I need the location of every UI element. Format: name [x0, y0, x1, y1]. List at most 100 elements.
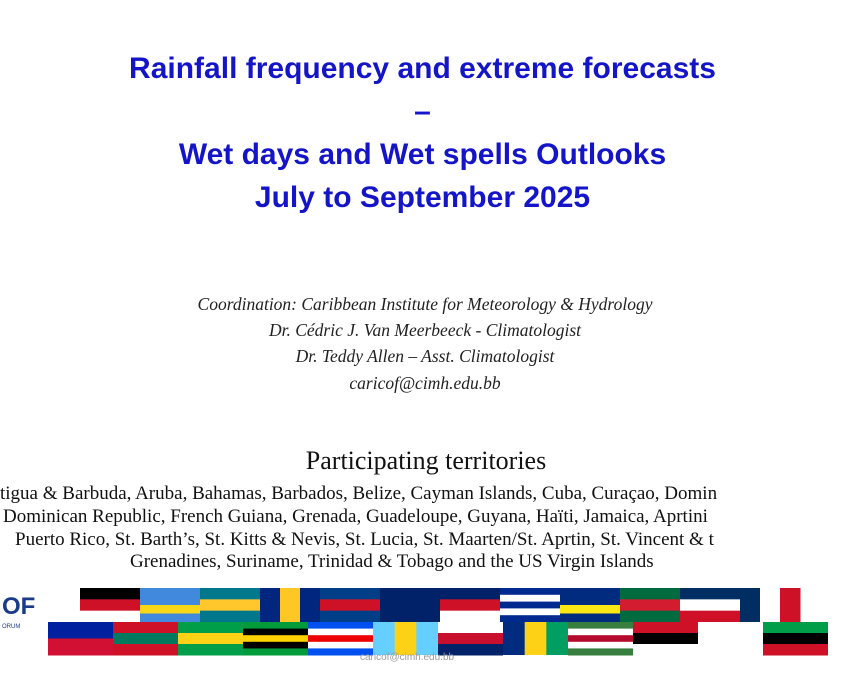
flag: [260, 588, 321, 622]
flag-stripe: [80, 599, 140, 612]
flag-stripe: [320, 599, 380, 612]
flag: [500, 588, 560, 623]
flag-stripe: [568, 635, 633, 643]
flag-stripe: [113, 633, 178, 645]
coordination-line: caricof@cimh.edu.bb: [349, 373, 501, 393]
flag: [680, 588, 740, 623]
flag-stripe: [140, 613, 200, 623]
flag-row: [80, 588, 801, 623]
flag-stripe: [698, 638, 763, 656]
flag-stripe: [740, 588, 761, 622]
flag-stripe: [763, 633, 828, 645]
flag-stripe: [178, 644, 243, 656]
flag-stripe: [320, 610, 380, 623]
flag-stripe: [200, 588, 260, 600]
flag-stripe: [438, 644, 503, 656]
flag-stripe: [260, 588, 281, 622]
coordination-line: Coordination: Caribbean Institute for Me…: [197, 294, 653, 314]
flag-stripe: [243, 635, 308, 643]
flag-stripe: [698, 622, 763, 639]
flag: [763, 622, 828, 656]
flag-stripe: [308, 635, 373, 643]
flag-stripe: [113, 622, 178, 634]
flag-stripe: [80, 588, 140, 600]
flag-stripe: [308, 648, 373, 656]
flag-stripe: [178, 622, 243, 634]
flag-stripe: [500, 588, 560, 596]
territories-line: Dominican Republic, French Guiana, Grena…: [3, 506, 708, 527]
flag-stripe: [633, 644, 698, 656]
flag-stripe: [140, 605, 200, 614]
flag-stripe: [568, 622, 633, 630]
flag-stripe: [280, 588, 301, 622]
flag-stripe: [440, 599, 500, 612]
flag-stripe: [440, 610, 500, 623]
flag-stripe: [568, 648, 633, 656]
title-line: July to September 2025: [254, 181, 591, 214]
flag-stripe: [243, 641, 308, 649]
flag: [503, 622, 569, 655]
flag: [140, 588, 200, 623]
flag-stripe: [500, 608, 560, 616]
flag: [320, 588, 380, 623]
territories-line: Grenadines, Suriname, Trinidad & Tobago …: [130, 551, 654, 572]
flag-stripe: [308, 622, 373, 630]
title-line: Rainfall frequency and extreme forecasts: [129, 52, 716, 85]
flag-stripe: [438, 633, 503, 645]
flag: [373, 622, 439, 655]
flag-stripe: [680, 599, 740, 612]
flag-stripe: [620, 588, 680, 600]
flag-stripe: [48, 638, 113, 656]
title-line: Wet days and Wet spells Outlooks: [178, 138, 667, 171]
flag: [633, 622, 698, 656]
flag-stripe: [380, 588, 440, 606]
flag-stripe: [373, 622, 396, 655]
flag-stripe: [763, 622, 828, 634]
flag-stripe: [300, 588, 321, 622]
flag-stripe: [500, 594, 560, 603]
flag-stripe: [568, 641, 633, 649]
flag-stripe: [200, 599, 260, 612]
flag-stripe: [568, 628, 633, 636]
flag-stripe: [200, 610, 260, 623]
flag: [113, 622, 178, 656]
flag-stripe: [546, 622, 569, 655]
flag: [620, 588, 680, 623]
flag-stripe: [500, 601, 560, 609]
flag-stripe: [763, 644, 828, 656]
flag-stripe: [503, 622, 526, 655]
flag-stripe: [308, 641, 373, 649]
flag-stripe: [48, 622, 113, 639]
flag: [48, 622, 113, 656]
flag-stripe: [80, 610, 140, 623]
territories-heading: Participating territories: [305, 446, 547, 475]
flag-stripe: [320, 588, 380, 600]
flag: [243, 622, 308, 656]
flag-stripe: [633, 633, 698, 645]
flag-row: [48, 622, 828, 656]
flag: [698, 622, 763, 656]
flag-stripe: [178, 633, 243, 645]
flag: [80, 588, 140, 623]
territories-line: tigua & Barbuda, Aruba, Bahamas, Barbado…: [0, 483, 718, 504]
coordination-line: Dr. Teddy Allen – Asst. Climatologist: [295, 346, 555, 366]
flag-stripe: [500, 615, 560, 623]
flag: [438, 622, 503, 656]
footer-email: caricof@cimh.edu.bb: [360, 652, 455, 663]
flag: [440, 588, 500, 623]
flag: [560, 588, 620, 623]
flag-stripe: [243, 648, 308, 656]
flag: [740, 588, 801, 622]
flag: [178, 622, 243, 656]
flag-stripe: [620, 610, 680, 623]
coordination-line: Dr. Cédric J. Van Meerbeeck - Climatolog…: [268, 320, 582, 340]
flag-stripe: [243, 628, 308, 636]
flag: [380, 588, 440, 623]
flag-stripe: [560, 588, 620, 597]
flag: [308, 622, 373, 656]
flag-stripe: [780, 588, 801, 622]
flag-stripe: [308, 628, 373, 636]
flag-stripe: [524, 622, 547, 655]
flag-stripe: [113, 644, 178, 656]
